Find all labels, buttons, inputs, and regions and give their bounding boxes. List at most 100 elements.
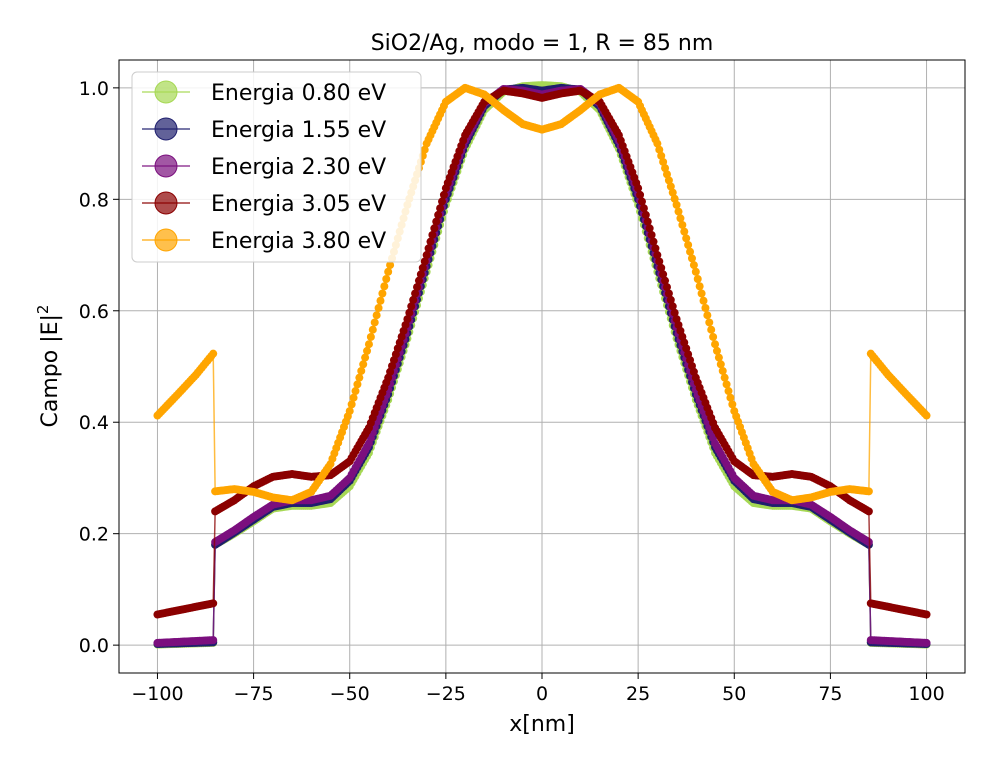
data-point xyxy=(666,295,675,304)
data-point xyxy=(434,210,443,219)
data-point xyxy=(722,380,731,389)
data-point xyxy=(366,332,375,341)
data-point xyxy=(655,257,664,266)
data-point xyxy=(680,227,689,236)
data-point xyxy=(413,283,422,292)
data-point xyxy=(403,315,412,324)
data-point xyxy=(426,237,435,246)
x-tick-label: 50 xyxy=(722,683,746,705)
data-point xyxy=(668,302,677,311)
data-point xyxy=(664,289,673,298)
data-point xyxy=(712,346,721,355)
data-point xyxy=(420,257,429,266)
data-point xyxy=(662,283,671,292)
data-point xyxy=(718,366,727,375)
data-point xyxy=(432,217,441,226)
y-tick-label: 0.4 xyxy=(79,412,109,434)
data-point xyxy=(209,599,218,608)
data-point xyxy=(705,318,714,327)
y-axis-label-text: Campo |E| xyxy=(38,314,63,427)
legend-marker xyxy=(154,154,178,178)
data-point xyxy=(697,289,706,298)
grid xyxy=(119,60,965,673)
x-axis-label: x[nm] xyxy=(509,712,575,737)
data-point xyxy=(637,197,646,206)
data-point xyxy=(418,263,427,272)
data-point xyxy=(349,393,358,402)
data-point xyxy=(662,170,671,179)
legend-marker xyxy=(154,80,178,104)
data-point xyxy=(676,214,685,223)
data-point xyxy=(407,302,416,311)
x-tick-label: 0 xyxy=(536,683,548,705)
data-point xyxy=(370,318,379,327)
data-point xyxy=(361,353,370,362)
y-axis-ticks: 0.0 0.2 0.4 0.6 0.8 1.0 xyxy=(79,78,119,657)
y-tick-label: 0.8 xyxy=(79,189,109,211)
data-point xyxy=(653,251,662,260)
legend-marker xyxy=(154,228,178,252)
data-point xyxy=(372,311,381,320)
series-layer xyxy=(153,81,931,649)
chart-title: SiO2/Ag, modo = 1, R = 85 nm xyxy=(371,31,714,56)
data-point xyxy=(416,270,425,279)
data-point xyxy=(670,194,679,203)
data-point xyxy=(664,176,673,185)
legend-entry: Energia 2.30 eV xyxy=(142,154,386,180)
x-tick-label: −100 xyxy=(131,683,183,705)
data-point xyxy=(636,190,645,199)
data-point xyxy=(386,261,395,270)
data-point xyxy=(380,282,389,291)
data-point xyxy=(714,353,723,362)
data-point xyxy=(728,400,737,409)
legend-box xyxy=(131,71,422,263)
data-point xyxy=(363,346,372,355)
legend-entry: Energia 3.80 eV xyxy=(142,228,386,254)
data-point xyxy=(864,507,873,516)
legend-label: Energia 0.80 eV xyxy=(211,81,386,106)
x-tick-label: −50 xyxy=(330,683,370,705)
data-point xyxy=(345,407,354,416)
data-point xyxy=(659,270,668,279)
y-tick-label: 0.2 xyxy=(79,524,109,546)
series-4 xyxy=(153,86,931,619)
data-point xyxy=(414,276,423,285)
x-tick-label: 75 xyxy=(818,683,842,705)
data-point xyxy=(657,263,666,272)
data-point xyxy=(357,366,366,375)
data-point xyxy=(699,296,708,305)
x-tick-label: −25 xyxy=(426,683,466,705)
data-point xyxy=(209,636,218,645)
data-point xyxy=(382,275,391,284)
data-point xyxy=(376,296,385,305)
data-point xyxy=(674,207,683,216)
data-point xyxy=(707,325,716,334)
data-point xyxy=(682,234,691,243)
data-point xyxy=(347,400,356,409)
data-point xyxy=(720,373,729,382)
x-tick-label: −75 xyxy=(234,683,274,705)
data-point xyxy=(701,303,710,312)
data-point xyxy=(672,200,681,209)
data-point xyxy=(353,380,362,389)
legend-marker xyxy=(154,117,178,141)
data-point xyxy=(384,267,393,276)
data-point xyxy=(649,237,658,246)
data-point xyxy=(420,145,429,154)
data-point xyxy=(711,340,720,349)
data-point xyxy=(643,217,652,226)
data-point xyxy=(428,230,437,239)
legend-entry: Energia 3.05 eV xyxy=(142,191,386,217)
y-tick-label: 1.0 xyxy=(79,78,109,100)
data-point xyxy=(639,204,648,213)
legend-label: Energia 2.30 eV xyxy=(211,155,386,180)
x-tick-label: 100 xyxy=(908,683,944,705)
data-point xyxy=(716,360,725,369)
data-point xyxy=(689,261,698,270)
data-point xyxy=(655,145,664,154)
data-point xyxy=(670,308,679,317)
data-point xyxy=(864,487,873,496)
data-point xyxy=(422,251,431,260)
data-point xyxy=(368,325,377,334)
